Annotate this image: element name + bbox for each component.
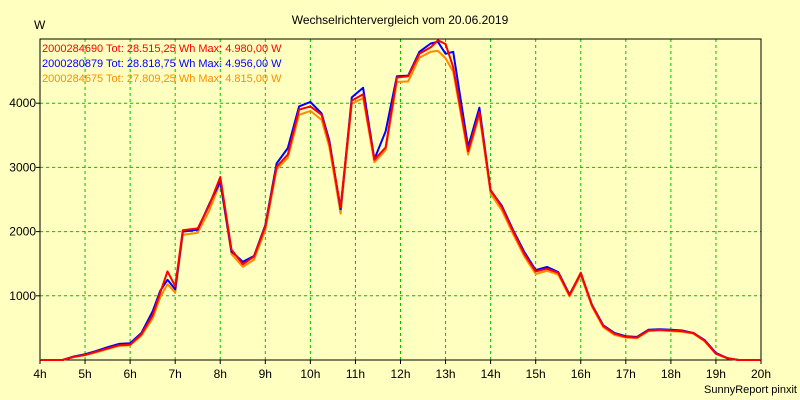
y-axis-unit: W bbox=[34, 18, 46, 32]
y-axis-ticks: 1000 2000 3000 4000 bbox=[9, 96, 40, 303]
x-tick-label: 12h bbox=[390, 367, 410, 381]
y-tick-label: 4000 bbox=[9, 96, 36, 110]
y-tick-label: 2000 bbox=[9, 225, 36, 239]
series-line bbox=[40, 39, 761, 361]
x-tick-label: 9h bbox=[259, 367, 272, 381]
y-tick-label: 1000 bbox=[9, 289, 36, 303]
x-tick-label: 13h bbox=[436, 367, 456, 381]
chart-title: Wechselrichtervergleich vom 20.06.2019 bbox=[292, 13, 509, 27]
x-tick-label: 17h bbox=[616, 367, 636, 381]
x-tick-label: 15h bbox=[526, 367, 546, 381]
x-tick-label: 8h bbox=[214, 367, 227, 381]
legend-entry: 2000280879 Tot: 28.818,75 Wh Max: 4.956,… bbox=[42, 58, 282, 70]
x-tick-label: 10h bbox=[300, 367, 320, 381]
x-tick-label: 14h bbox=[481, 367, 501, 381]
x-tick-label: 11h bbox=[346, 367, 365, 381]
legend-entry: 2000284675 Tot: 27.809,25 Wh Max: 4.815,… bbox=[42, 73, 282, 85]
x-tick-label: 4h bbox=[33, 367, 46, 381]
series-lines bbox=[40, 39, 761, 361]
x-tick-label: 20h bbox=[751, 367, 771, 381]
x-tick-label: 19h bbox=[706, 367, 726, 381]
legend: 2000284690 Tot: 28.515,25 Wh Max: 4.980,… bbox=[42, 43, 282, 85]
x-axis-ticks: 4h 5h 6h 7h 8h 9h 10h 11h 12h 13h 14h 15h 16h 17h 18h 1… bbox=[33, 360, 771, 381]
credit-text: SunnyReport pinxit bbox=[704, 384, 797, 396]
x-tick-label: 16h bbox=[571, 367, 591, 381]
x-tick-label: 7h bbox=[169, 367, 182, 381]
x-tick-label: 5h bbox=[78, 367, 91, 381]
x-tick-label: 6h bbox=[123, 367, 136, 381]
y-tick-label: 3000 bbox=[9, 160, 36, 174]
legend-entry: 2000284690 Tot: 28.515,25 Wh Max: 4.980,… bbox=[42, 43, 282, 55]
x-tick-label: 18h bbox=[661, 367, 681, 381]
